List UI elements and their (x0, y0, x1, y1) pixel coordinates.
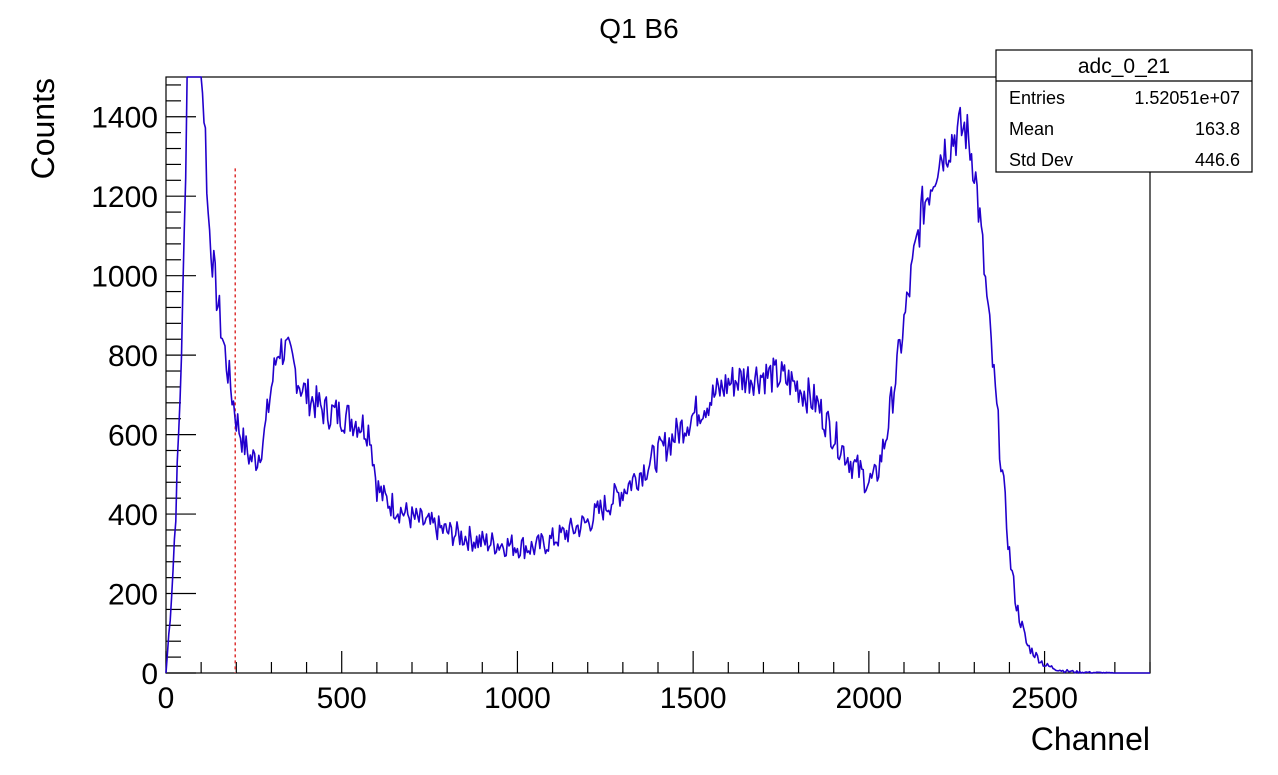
x-axis: 0 500 1000 1500 2000 2500 (158, 651, 1151, 715)
stats-row-value: 1.52051e+07 (1134, 88, 1240, 108)
y-tick-label: 1400 (91, 102, 158, 135)
y-tick-label: 800 (108, 340, 158, 373)
y-tick-label: 1200 (91, 181, 158, 214)
x-tick-label: 0 (158, 682, 175, 715)
stats-row-label: Mean (1009, 119, 1054, 139)
y-tick-label: 600 (108, 420, 158, 453)
x-tick-label: 1500 (660, 682, 727, 715)
stats-row-label: Std Dev (1009, 150, 1073, 170)
x-tick-label: 500 (317, 682, 367, 715)
x-tick-label: 2000 (835, 682, 902, 715)
y-axis-title: Counts (25, 78, 61, 179)
stats-box: adc_0_21 Entries 1.52051e+07 Mean 163.8 Std … (995, 49, 1253, 173)
y-tick-label: 200 (108, 579, 158, 612)
histogram-series-line (165, 76, 1150, 674)
x-tick-label: 2500 (1011, 682, 1078, 715)
y-tick-label: 0 (141, 658, 158, 691)
y-tick-label: 400 (108, 499, 158, 532)
y-tick-label: 1000 (91, 261, 158, 294)
chart-title: Q1 B6 (599, 13, 678, 44)
stats-box-frame (995, 49, 1253, 173)
stats-box-name: adc_0_21 (1078, 55, 1170, 78)
stats-row-value: 446.6 (1195, 150, 1240, 170)
stats-row-value: 163.8 (1195, 119, 1240, 139)
stats-row-label: Entries (1009, 88, 1065, 108)
x-axis-title: Channel (1031, 721, 1150, 757)
x-tick-label: 1000 (484, 682, 551, 715)
y-axis: 0 200 400 600 800 1000 1200 1400 (91, 84, 196, 691)
